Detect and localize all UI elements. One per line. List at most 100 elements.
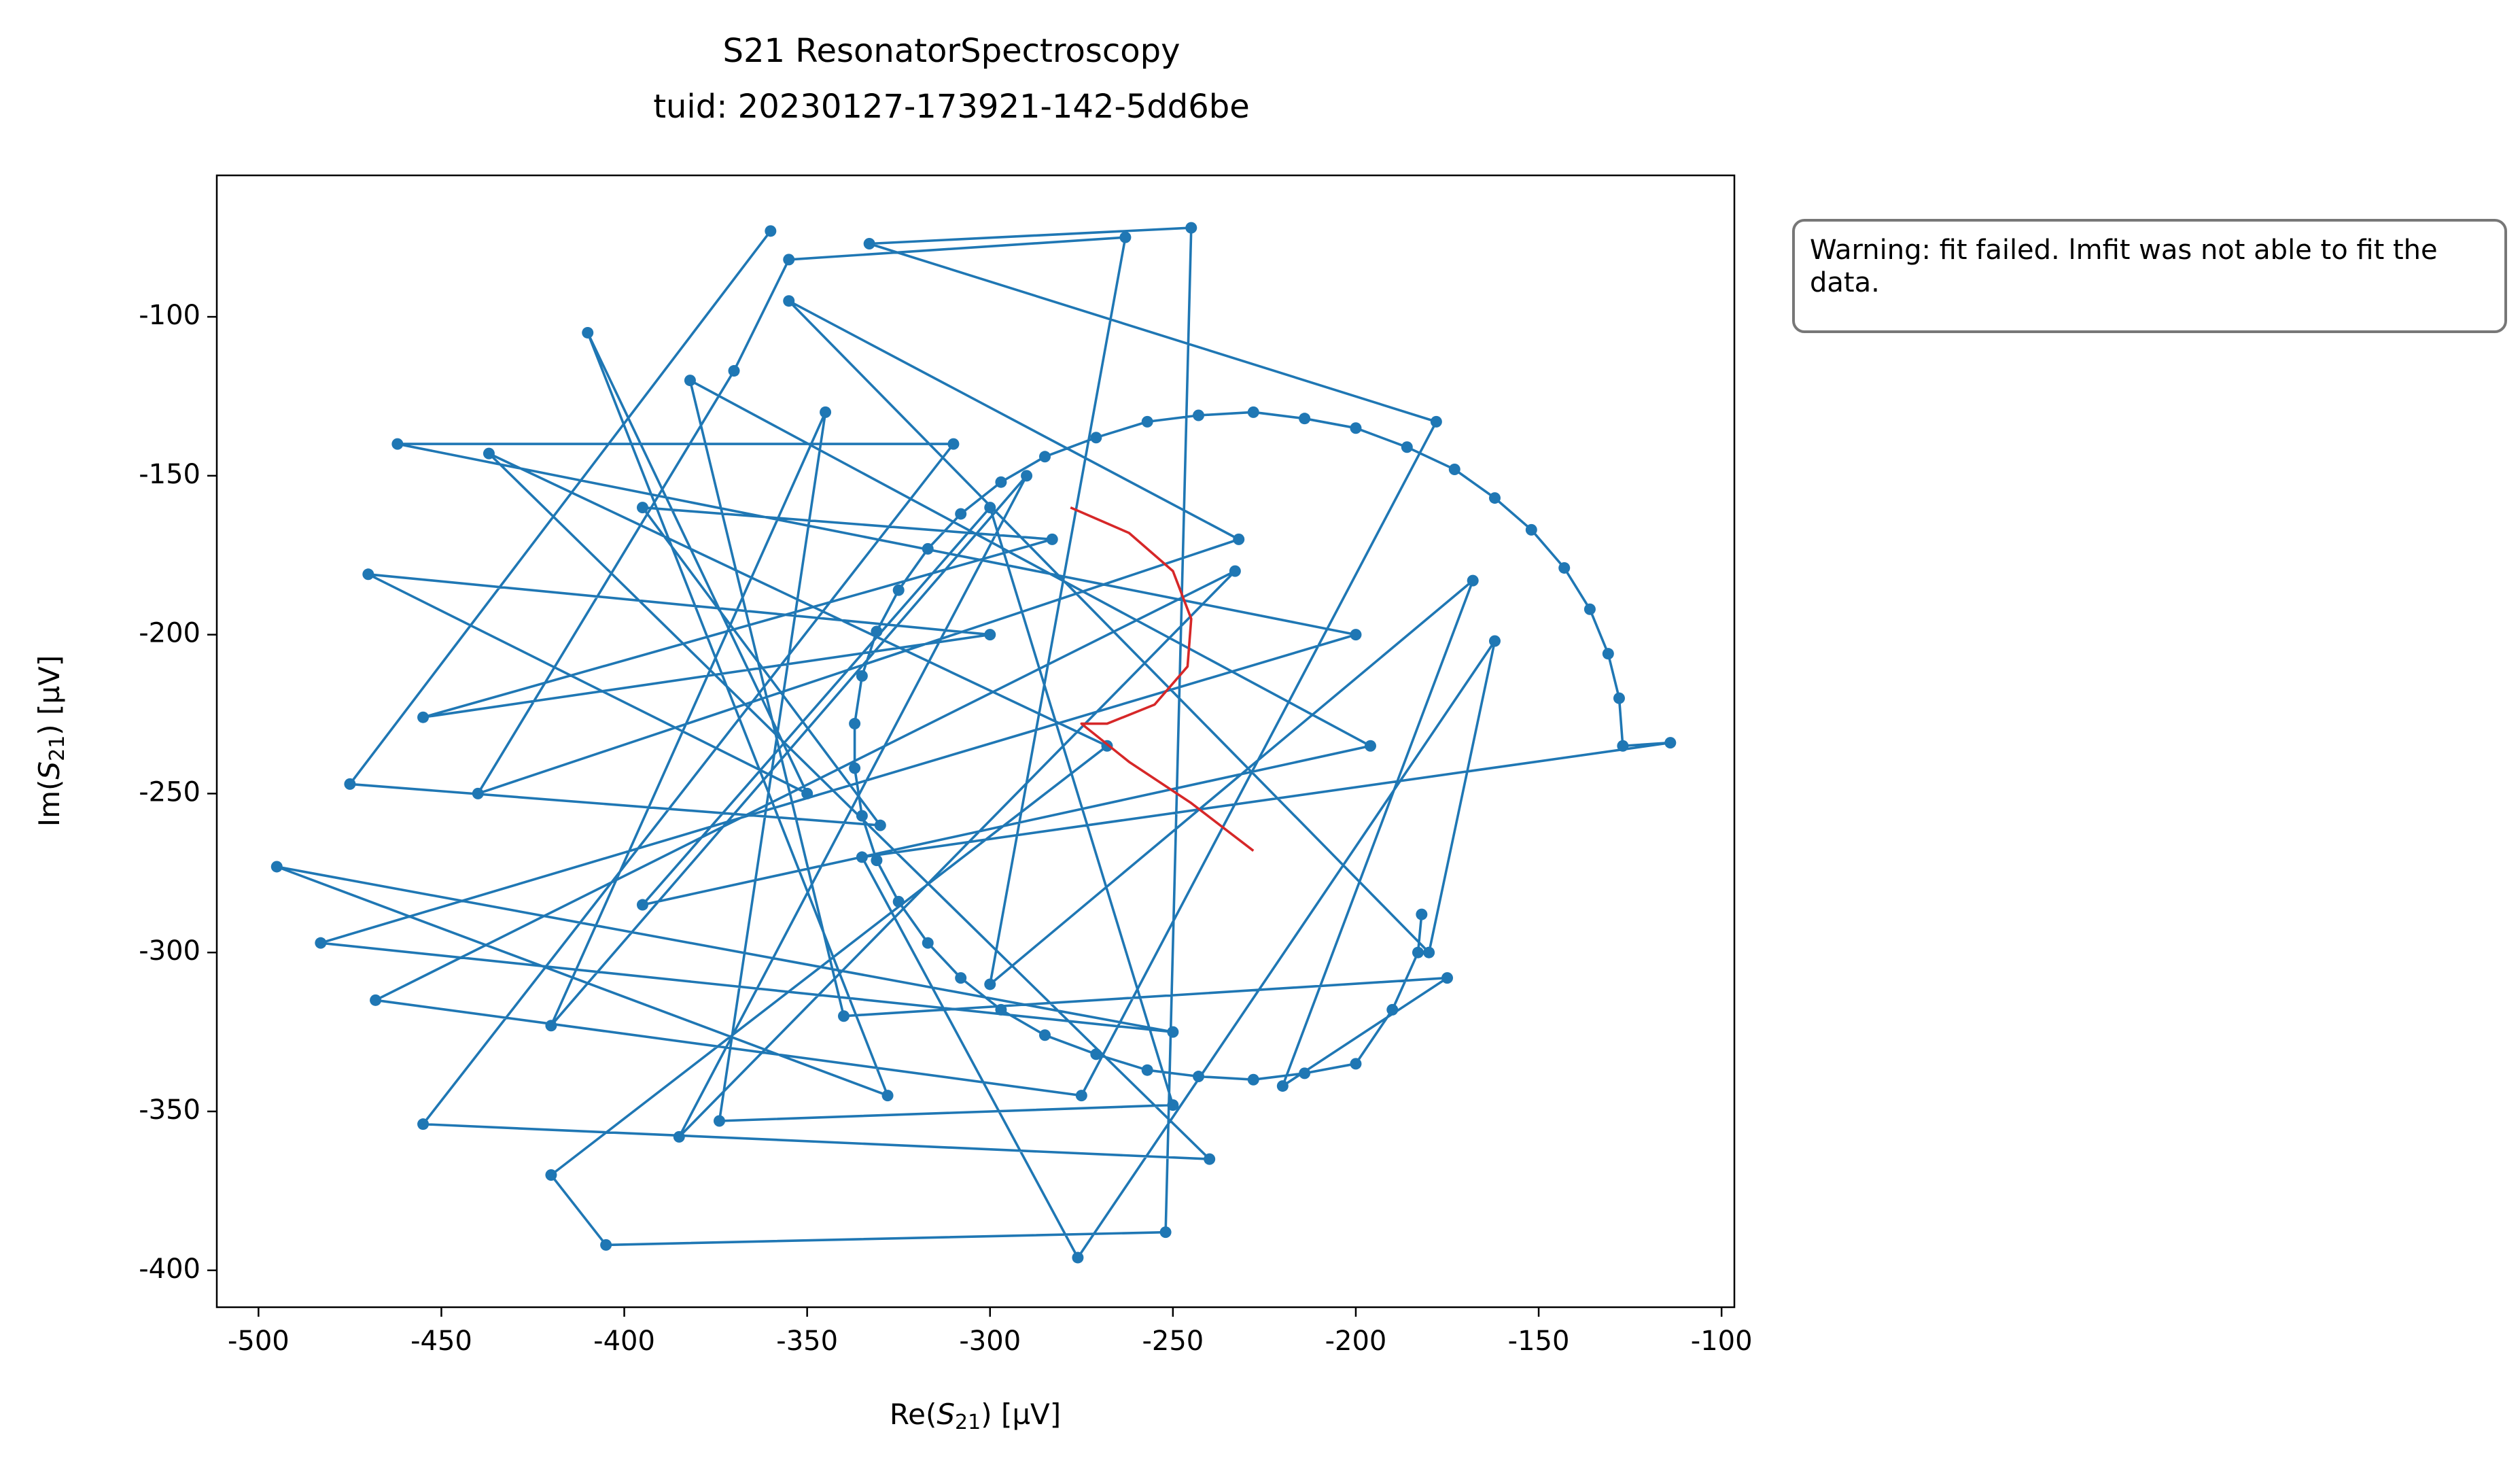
x-tick-label: -400 (593, 1326, 655, 1357)
annotation: Warning: fit failed. lmfit was not able … (1792, 219, 2507, 333)
data-point (1423, 946, 1435, 958)
data-point (1247, 406, 1259, 418)
data-point (1072, 1251, 1084, 1264)
data-point (713, 1115, 725, 1127)
data-point (1204, 1153, 1216, 1165)
data-point (1159, 1226, 1172, 1239)
data-point (1386, 1003, 1399, 1016)
data-point (1038, 451, 1051, 463)
data-point (984, 629, 996, 641)
data-point (849, 762, 861, 774)
y-axis-label: Im(S21) [µV] (33, 655, 69, 827)
data-point (362, 568, 374, 581)
data-point (995, 1003, 1007, 1016)
data-point (881, 1090, 894, 1102)
data-point (636, 899, 648, 911)
data-point (545, 1169, 557, 1181)
data-point (801, 787, 813, 799)
data-point (1350, 422, 1362, 434)
data-point (1613, 692, 1625, 704)
data-point (1185, 222, 1197, 234)
data-point (1401, 441, 1413, 453)
data-point (1364, 740, 1376, 752)
data-point (984, 978, 996, 990)
data-point (1038, 1029, 1051, 1041)
y-tick-label: -350 (139, 1094, 200, 1126)
data-point (483, 447, 495, 460)
data-point (1448, 463, 1460, 475)
data-point (874, 819, 886, 831)
data-point (728, 365, 740, 377)
data-point (1583, 603, 1596, 615)
data-point (922, 542, 934, 555)
data-point (315, 937, 327, 949)
data-point (1416, 908, 1428, 920)
data-point (636, 502, 648, 514)
x-tick-label: -200 (1325, 1326, 1387, 1357)
data-point (1075, 1090, 1087, 1102)
data-point (270, 861, 283, 873)
data-point (1090, 432, 1102, 444)
data-point (1412, 946, 1424, 958)
data-point (1350, 1058, 1362, 1070)
data-point (995, 476, 1007, 488)
data-point (600, 1239, 612, 1251)
data-point (582, 326, 594, 339)
data-point (1141, 415, 1153, 428)
data-point (892, 584, 905, 596)
data-point (871, 625, 883, 638)
data-point (673, 1130, 685, 1143)
data-point (1441, 972, 1454, 984)
x-tick-label: -250 (1142, 1326, 1204, 1357)
data-point (892, 895, 905, 908)
data-point (370, 994, 382, 1006)
data-point (1602, 648, 1614, 660)
x-tick-label: -100 (1691, 1326, 1753, 1357)
data-point (849, 718, 861, 730)
x-tick-label: -350 (776, 1326, 838, 1357)
y-tick-label: -400 (139, 1254, 200, 1285)
data-point (783, 254, 795, 266)
data-point (871, 854, 883, 867)
data-point (1558, 561, 1571, 574)
data-point (1090, 1048, 1102, 1060)
data-point (1119, 231, 1132, 243)
data-point (1021, 470, 1033, 482)
data-point (1467, 574, 1479, 587)
data-point (984, 502, 996, 514)
data-point (344, 778, 356, 790)
data-point (1350, 629, 1362, 641)
data-point (1488, 492, 1501, 504)
data-point (1141, 1064, 1153, 1076)
series-line (275, 226, 1672, 1259)
x-tick-label: -450 (410, 1326, 472, 1357)
data-point (765, 225, 777, 237)
data-point (1046, 533, 1058, 545)
data-point (955, 508, 967, 520)
data-point (783, 295, 795, 307)
data-point (1167, 1026, 1179, 1038)
x-tick-label: -150 (1508, 1326, 1570, 1357)
data-point (1617, 740, 1629, 752)
data-point (1299, 413, 1311, 425)
data-point (863, 238, 875, 250)
series-line (1070, 506, 1255, 852)
data-point (922, 937, 934, 949)
data-point (1664, 737, 1677, 749)
x-tick-label: -500 (228, 1326, 290, 1357)
data-point (1193, 1071, 1205, 1083)
y-tick-label: -200 (139, 618, 200, 649)
y-tick-label: -150 (139, 459, 200, 490)
data-point (1276, 1080, 1289, 1092)
data-point (684, 375, 696, 387)
data-point (856, 851, 868, 863)
data-point (820, 406, 832, 418)
data-point (417, 1118, 430, 1130)
y-tick-label: -300 (139, 935, 200, 967)
chart-subtitle: tuid: 20230127-173921-142-5dd6be (653, 88, 1250, 126)
data-point (1193, 409, 1205, 421)
x-axis-label: Re(S21) [µV] (890, 1398, 1061, 1434)
y-tick-label: -100 (139, 300, 200, 331)
